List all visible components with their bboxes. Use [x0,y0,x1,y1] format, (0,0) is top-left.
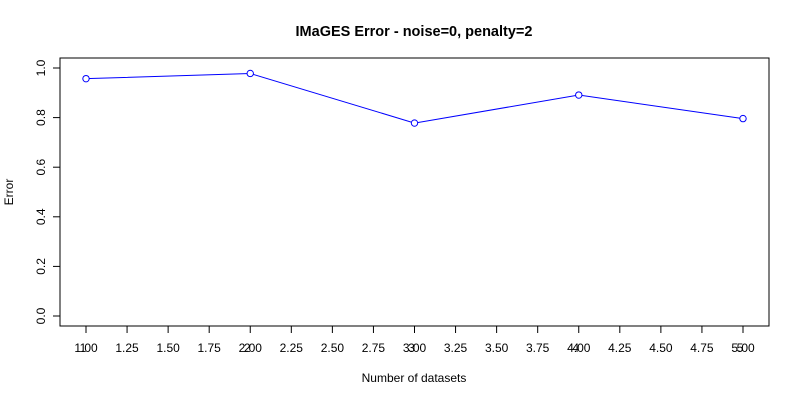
y-tick-label: 0.4 [34,208,48,225]
y-tick-label: 0.0 [34,307,48,324]
y-tick-label: 1.0 [34,59,48,76]
data-point [410,119,419,127]
x-tick-label: 2.75 [362,341,386,355]
x-tick-label: 3.75 [526,341,550,355]
y-axis-label: Error [2,179,16,206]
x-axis-label: Number of datasets [362,371,467,385]
x-overlay-tick-label: 1 [80,341,87,355]
x-overlay-tick-label: 5 [737,341,744,355]
x-tick-label: 1.75 [198,341,222,355]
y-tick-label: 0.8 [34,109,48,126]
x-axis: 1.00 1.25 1.50 1.75 2.00 2.25 2.50 2.75 3.00 3.25… [74,325,755,355]
y-tick-label: 0.6 [34,159,48,176]
data-point [82,74,90,83]
x-tick-label: 5.00 [731,341,755,355]
x-tick-label: 1.50 [156,341,180,355]
y-tick-label: 0.2 [34,258,48,275]
x-tick-label: 2.50 [321,341,345,355]
series-layer [82,69,747,127]
x-tick-label: 4.50 [649,341,673,355]
x-tick-label: 4.00 [567,341,591,355]
y-axis: 0.0 0.2 0.4 0.6 0.8 1.0 [34,59,61,324]
data-point [739,114,747,123]
data-point [246,69,254,78]
x-overlay-tick-label: 4 [572,341,579,355]
x-tick-label: 3.00 [403,341,427,355]
x-tick-label: 4.75 [690,341,714,355]
x-tick-label: 1.25 [115,341,139,355]
x-overlay-tick-label: 2 [244,341,251,355]
x-tick-label: 1.00 [74,341,98,355]
x-tick-label: 3.50 [485,341,509,355]
x-tick-label: 3.25 [444,341,468,355]
x-tick-label: 2.00 [239,341,263,355]
x-overlay-tick-label: 3 [408,341,415,355]
x-tick-label: 2.25 [280,341,304,355]
chart-title: IMaGES Error - noise=0, penalty=2 [296,24,533,40]
x-tick-label: 4.25 [608,341,632,355]
data-point [575,91,583,99]
